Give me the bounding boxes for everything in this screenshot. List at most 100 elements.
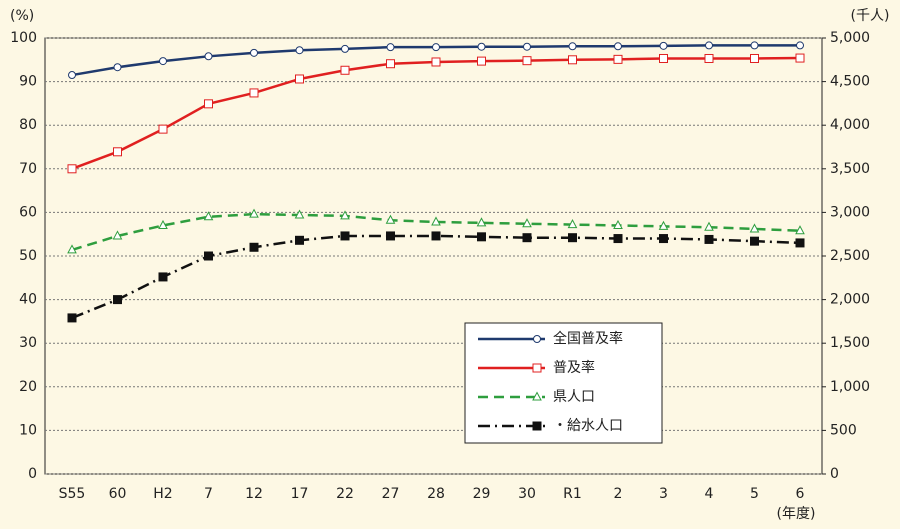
point — [750, 236, 759, 246]
x-tick-label: 29 — [473, 486, 491, 502]
x-tick-label: 17 — [291, 486, 309, 502]
point — [705, 41, 713, 50]
y2-tick-label: 1,500 — [830, 335, 870, 351]
point — [795, 238, 805, 248]
point — [294, 209, 305, 219]
point — [704, 53, 714, 63]
point — [522, 218, 532, 228]
point — [68, 71, 76, 80]
point — [704, 221, 714, 231]
point — [432, 43, 440, 52]
point — [295, 235, 304, 245]
x-tick-label: 22 — [336, 486, 354, 502]
point — [385, 214, 396, 224]
point — [522, 56, 532, 66]
point — [340, 210, 350, 220]
y-tick-label: 100 — [10, 30, 37, 46]
point — [340, 65, 350, 75]
y-axis-label: (%) — [10, 8, 34, 24]
point — [568, 42, 577, 51]
legend-marker — [532, 421, 542, 431]
y-tick-label: 90 — [19, 74, 37, 90]
point — [386, 43, 395, 52]
point — [67, 244, 77, 254]
point — [704, 234, 714, 244]
point — [659, 41, 668, 50]
x-tick-label: 12 — [245, 486, 263, 502]
point — [477, 56, 486, 66]
x-tick-label: 28 — [427, 486, 445, 502]
point — [522, 233, 532, 243]
point — [340, 231, 350, 241]
point — [613, 219, 623, 229]
x-axis-label: (年度) — [777, 506, 816, 522]
point — [386, 231, 395, 241]
y2-tick-label: 4,000 — [830, 117, 870, 133]
point — [203, 211, 214, 221]
point — [750, 53, 759, 63]
y-tick-label: 20 — [19, 379, 37, 395]
y-tick-label: 60 — [19, 204, 37, 220]
point — [204, 251, 213, 261]
point — [386, 59, 395, 69]
point — [659, 53, 668, 63]
x-tick-label: 6 — [796, 486, 805, 502]
legend-marker — [532, 363, 542, 373]
legend-label: 普及率 — [553, 359, 595, 376]
legend-label: 県人口 — [553, 389, 595, 405]
series-line — [71, 56, 801, 170]
y-tick-label: 70 — [19, 161, 37, 177]
y-tick-label: 50 — [19, 248, 37, 264]
y-tick-label: 40 — [19, 292, 37, 308]
point — [614, 42, 622, 51]
x-tick-label: 3 — [659, 486, 668, 502]
y2-tick-label: 3,000 — [830, 204, 870, 220]
legend-marker — [532, 391, 542, 401]
point — [796, 41, 804, 50]
point — [568, 55, 577, 65]
point — [113, 63, 122, 72]
point — [249, 242, 259, 252]
y2-tick-label: 0 — [830, 466, 839, 482]
point — [431, 216, 441, 226]
point — [568, 233, 577, 243]
point — [431, 231, 441, 241]
point — [476, 217, 487, 227]
point — [204, 99, 213, 109]
legend-label: 全国普及率 — [553, 330, 623, 347]
legend-marker — [533, 335, 541, 343]
x-tick-label: S55 — [59, 486, 86, 502]
point — [158, 272, 168, 282]
point — [113, 147, 122, 157]
y2-tick-label: 2,500 — [830, 248, 870, 264]
y2-tick-label: 500 — [830, 422, 857, 438]
point — [523, 42, 531, 51]
point — [67, 313, 77, 323]
point — [204, 52, 213, 61]
point — [159, 57, 167, 66]
point — [113, 295, 122, 305]
x-tick-label: 30 — [518, 486, 536, 502]
y2-axis-label: (千人) — [851, 8, 890, 24]
point — [749, 223, 760, 233]
y2-tick-label: 5,000 — [830, 30, 870, 46]
y2-tick-label: 4,500 — [830, 74, 870, 90]
point — [750, 41, 759, 50]
point — [249, 208, 259, 218]
point — [295, 74, 304, 84]
point — [567, 219, 578, 229]
point — [341, 44, 349, 53]
point — [249, 88, 259, 98]
y2-tick-label: 3,500 — [830, 161, 870, 177]
y-tick-label: 10 — [19, 422, 37, 438]
point — [613, 54, 623, 64]
x-tick-label: 4 — [705, 486, 714, 502]
point — [112, 230, 123, 240]
point — [477, 232, 486, 242]
x-tick-label: 7 — [204, 486, 213, 502]
point — [795, 53, 805, 63]
point — [158, 219, 168, 229]
point — [250, 48, 258, 57]
point — [67, 164, 77, 174]
